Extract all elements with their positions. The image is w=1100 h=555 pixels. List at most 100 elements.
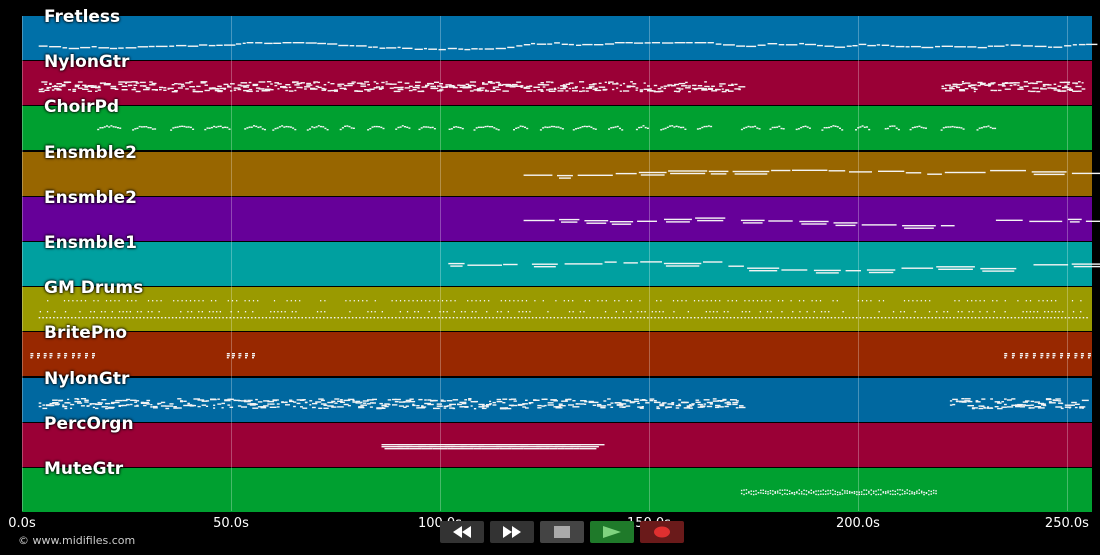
note [267,402,270,405]
note [356,82,363,85]
note [478,405,485,408]
note [281,400,284,403]
note [559,176,571,179]
note [734,88,741,90]
note [86,404,90,407]
note [143,126,146,128]
note [1080,300,1082,302]
note [913,491,916,494]
note [74,397,79,400]
note [626,85,631,87]
fast-forward-button[interactable] [490,521,534,543]
note [709,401,713,404]
note [169,404,174,407]
note [80,397,87,399]
note [77,401,83,404]
note-roll [448,261,1100,274]
note [398,317,401,319]
note [54,85,57,87]
note [918,125,921,128]
note [496,443,517,446]
note [1054,311,1057,313]
note [189,300,192,302]
record-button[interactable] [640,521,684,543]
note [414,48,423,50]
note [544,126,547,129]
note [180,399,183,402]
note [914,126,916,129]
track-name: Fretless [44,7,121,27]
note [884,317,887,319]
note [353,300,355,302]
note [1043,404,1047,406]
note [672,317,674,319]
note [131,300,133,302]
note [1040,357,1043,359]
note [397,81,403,84]
note [443,405,448,407]
note [808,127,811,130]
note [118,83,123,86]
note [1017,404,1022,406]
note [900,311,902,313]
note [571,317,573,319]
note [564,447,574,450]
note [773,127,776,129]
note [105,407,109,409]
note [967,400,973,402]
note [64,353,68,355]
note [920,127,923,129]
note [568,398,572,400]
note [30,353,34,355]
note [377,317,379,319]
note [463,317,465,319]
note [770,311,772,313]
note [416,300,418,302]
note [430,87,436,90]
note [46,87,49,90]
note [200,317,203,319]
note [989,317,991,319]
note [269,406,277,408]
note [427,317,429,319]
note [287,317,289,319]
note [1036,91,1041,93]
note [727,311,729,313]
note [820,311,823,313]
track-name: Ensmble2 [44,187,137,208]
note [381,86,384,88]
note [187,126,190,129]
note [1057,85,1062,88]
note [273,300,276,302]
note [1019,353,1023,355]
rewind-button[interactable] [440,521,484,543]
note [323,404,328,406]
note [942,317,944,319]
note [928,490,930,492]
note [579,447,597,450]
note [89,403,92,405]
stop-button[interactable] [540,521,584,543]
note [674,42,686,44]
note [769,492,772,494]
note [139,81,146,84]
note [459,317,462,319]
note [378,88,383,91]
note [755,493,757,495]
note [671,125,674,127]
note [1040,355,1044,357]
note [748,491,750,493]
note [486,405,489,408]
note [67,398,70,400]
note [625,42,633,44]
note [645,399,648,401]
note [428,311,430,313]
note [945,126,947,129]
note [289,126,292,129]
note [367,311,369,313]
note [58,88,61,91]
note [794,317,797,319]
note [710,126,713,128]
note [459,84,466,87]
play-button[interactable] [590,521,634,543]
